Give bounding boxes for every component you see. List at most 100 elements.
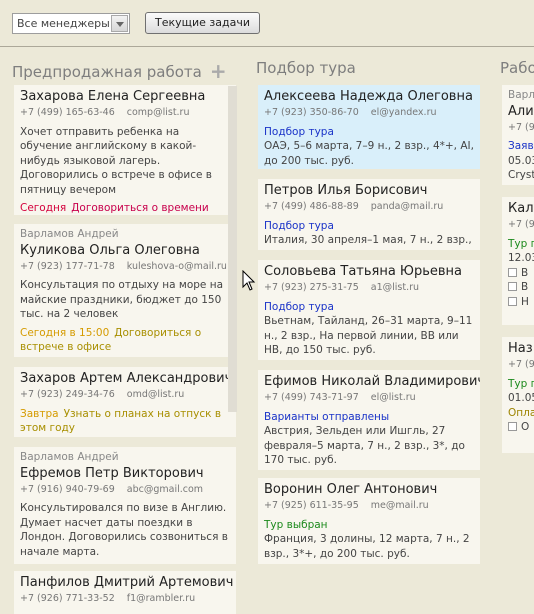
client-phone: +7 (499) 486-88-89: [264, 201, 359, 212]
client-name[interactable]: Куликова Ольга Олеговна: [20, 242, 200, 258]
client-name[interactable]: Захаров Артем Александрович: [20, 371, 233, 386]
lead-description: Хочет отправить ребенка на обучение англ…: [20, 125, 212, 196]
client-name[interactable]: Захарова Елена Сергеевна: [20, 89, 206, 104]
lead-description: Консультация по отдыху на море на майски…: [20, 279, 224, 320]
client-email: omd@list.ru: [126, 389, 185, 400]
checkbox[interactable]: [508, 282, 517, 291]
client-name[interactable]: Алиг: [508, 103, 534, 119]
client-name[interactable]: Ефимов Николай Владимирович: [264, 374, 480, 389]
lead-card[interactable]: Наз +7 (9 Тур п 01.05 Оплач О: [502, 337, 534, 453]
client-name[interactable]: Наз: [508, 341, 533, 356]
lead-card[interactable]: Варламов Андрей Ефремов Петр Викторович …: [14, 447, 236, 564]
client-phone: +7 (923) 350-86-70: [264, 107, 359, 118]
checklist-item[interactable]: В: [508, 280, 534, 295]
tour-details: Италия, 30 апреля–1 мая, 7 н., 2 взр., 3…: [264, 234, 472, 250]
scrollbar[interactable]: [228, 86, 237, 412]
client-contacts: +7 (923) 350-86-70 el@yandex.ru: [264, 106, 474, 121]
lead-card[interactable]: Варламов Андрей Куликова Ольга Олеговна …: [14, 224, 236, 357]
client-contacts: +7 (499) 743-71-97 el@list.ru: [264, 391, 474, 406]
lead-card[interactable]: Захаров Артем Александрович +7 (923) 249…: [14, 367, 236, 437]
lead-status: Тур выбран: [264, 518, 328, 531]
client-phone: +7 (925) 611-35-95: [264, 500, 359, 511]
client-phone: +7 (926) 771-33-52: [20, 593, 115, 604]
task-when: Сегодня в 15:00: [20, 326, 110, 339]
current-tasks-button[interactable]: Текущие задачи: [145, 12, 260, 34]
checklist-item[interactable]: В: [508, 266, 534, 281]
chevron-down-icon[interactable]: [111, 15, 128, 32]
tour-details: Франция, 3 долины, 12 марта, 7 н., 2 взр…: [264, 533, 470, 560]
client-phone: +7 (9: [508, 219, 534, 230]
checklist-label: В: [521, 266, 529, 279]
column-title-text: Предпродажная работа: [12, 63, 202, 81]
client-phone: +7 (9: [508, 359, 534, 370]
lead-status: Подбор тура: [264, 300, 334, 313]
client-email: comp@list.ru: [126, 107, 190, 118]
task-what: Договориться о встрече в офисе: [20, 326, 202, 354]
lead-card[interactable]: Панфилов Дмитрий Артемович +7 (926) 771-…: [14, 571, 236, 614]
client-contacts: +7 (925) 611-35-95 me@mail.ru: [264, 499, 474, 514]
tour-date: 05.03: [508, 154, 534, 167]
client-name[interactable]: Алексеева Надежда Олеговна: [264, 89, 473, 104]
client-contacts: +7 (923) 249-34-76 omd@list.ru: [20, 388, 230, 403]
client-name[interactable]: Ефремов Петр Викторович: [20, 465, 204, 481]
lead-card[interactable]: Калу +7 (9 Тур п 12.03 В В Н: [502, 197, 534, 325]
payment-status: Оплач: [508, 406, 534, 419]
lead-card[interactable]: Воронин Олег Антонович +7 (925) 611-35-9…: [258, 478, 480, 564]
checkbox[interactable]: [508, 422, 517, 431]
client-phone: +7 (923) 275-31-75: [264, 282, 359, 293]
checkbox[interactable]: [508, 267, 517, 277]
client-phone: +7 (916) 940-79-69: [20, 483, 115, 495]
manager-name: Варлам: [508, 89, 534, 101]
lead-card[interactable]: Варлам Алиг +7 (9 Заявк 05.03 Crysta: [502, 85, 534, 185]
lead-status: Заявк: [508, 140, 534, 152]
task[interactable]: Сегодня в 15:00 Договориться о встрече в …: [20, 326, 230, 355]
checklist-item[interactable]: Н: [508, 295, 534, 310]
lead-card[interactable]: Соловьева Татьяна Юрьевна +7 (923) 275-3…: [258, 260, 480, 360]
client-email: el@yandex.ru: [370, 107, 437, 118]
client-email: el@list.ru: [370, 392, 416, 403]
tour-details: ОАЭ, 5–6 марта, 7–9 н., 2 взр., 4*+, AI,…: [264, 140, 474, 167]
client-email: panda@mail.ru: [370, 201, 444, 212]
checklist-label: В: [521, 281, 529, 293]
tour-date: 12.03: [508, 252, 534, 264]
column-title: Подбор тура: [256, 59, 356, 77]
client-name[interactable]: Воронин Олег Антонович: [264, 482, 438, 497]
task[interactable]: Сегодня Договориться о времени встречи в …: [20, 201, 230, 215]
task-when: Завтра: [20, 407, 59, 420]
client-phone: +7 (923) 249-34-76: [20, 389, 115, 400]
tour-details: Вьетнам, Тайланд, 26–31 марта, 9–11 н., …: [264, 315, 473, 356]
checklist-label: Н: [521, 295, 529, 308]
manager-name: Варламов Андрей: [20, 228, 119, 240]
cursor-icon: [242, 270, 256, 291]
column-selection: Подбор тура Алексеева Надежда Олеговна +…: [256, 47, 482, 614]
manager-select[interactable]: Все менеджеры: [12, 13, 130, 34]
column-title: Рабо: [500, 59, 534, 77]
client-phone: +7 (499) 165-63-46: [20, 107, 115, 118]
lead-card[interactable]: Алексеева Надежда Олеговна +7 (923) 350-…: [258, 85, 480, 169]
client-name[interactable]: Соловьева Татьяна Юрьевна: [264, 264, 463, 279]
lead-status: Варианты отправлены: [264, 410, 390, 423]
lead-card[interactable]: Петров Илья Борисович +7 (499) 486-88-89…: [258, 179, 480, 250]
column-work: Рабо Варлам Алиг +7 (9 Заявк 05.03 Cryst…: [500, 47, 534, 614]
client-phone: +7 (9: [508, 121, 534, 133]
client-contacts: +7 (923) 275-31-75 a1@list.ru: [264, 281, 474, 296]
toolbar-divider: [0, 46, 534, 47]
task-what: Узнать о планах на отпуск в этом году: [20, 407, 222, 435]
client-name[interactable]: Калу: [508, 201, 534, 216]
column-title: Предпродажная работа +: [12, 59, 227, 83]
lead-status: Подбор тура: [264, 219, 334, 232]
checklist-item[interactable]: О: [508, 420, 534, 435]
toolbar: Все менеджеры Текущие задачи: [0, 0, 534, 46]
task[interactable]: Завтра Узнать о планах на отпуск в этом г…: [20, 407, 230, 436]
tour-hotel: Crysta: [508, 169, 534, 181]
plus-icon[interactable]: +: [209, 59, 227, 83]
client-name[interactable]: Петров Илья Борисович: [264, 183, 428, 198]
lead-card[interactable]: Ефимов Николай Владимирович +7 (499) 743…: [258, 370, 480, 470]
lead-card[interactable]: Захарова Елена Сергеевна +7 (499) 165-63…: [14, 85, 236, 215]
manager-select-value: Все менеджеры: [17, 17, 110, 30]
checkbox[interactable]: [508, 296, 517, 306]
lead-status: Подбор тура: [264, 125, 334, 138]
client-contacts: +7 (916) 940-79-69 abc@gmail.com: [20, 483, 230, 498]
client-name[interactable]: Панфилов Дмитрий Артемович: [20, 575, 234, 590]
client-email: me@mail.ru: [370, 500, 429, 511]
